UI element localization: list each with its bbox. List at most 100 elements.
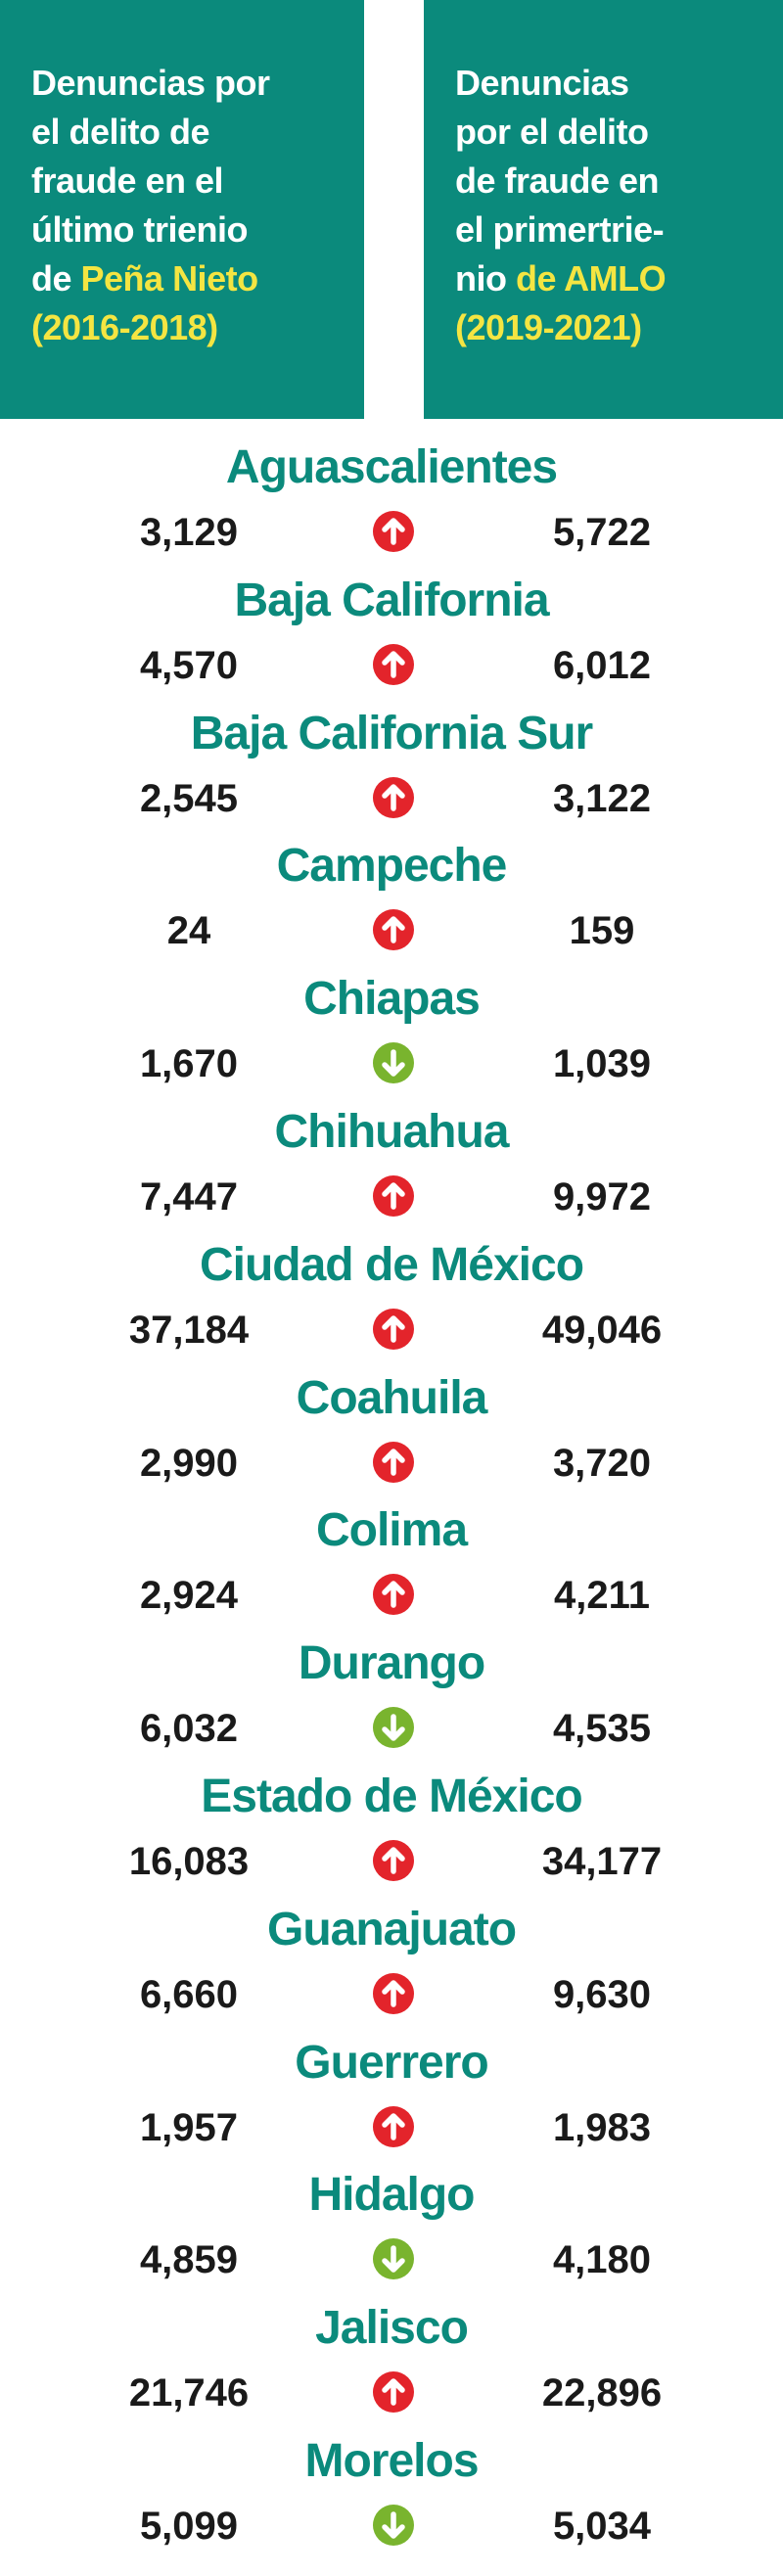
- state-name: Guanajuato: [266, 1903, 517, 1955]
- header-line: fraude en el: [31, 157, 364, 206]
- trend-icon: [373, 2105, 414, 2147]
- trend-arrow: [382, 2511, 405, 2539]
- state-name: Jalisco: [315, 2302, 469, 2355]
- after-value: 4,180: [552, 2238, 652, 2282]
- trend-arrow: [382, 651, 405, 678]
- header-line: (2016-2018): [31, 303, 364, 352]
- header-line: Denuncias: [455, 59, 783, 108]
- header-text: (2016-2018): [31, 307, 218, 347]
- trend-icon: [373, 909, 414, 951]
- state-name: Campeche: [276, 840, 508, 893]
- trend-arrow: [382, 518, 405, 545]
- header-line: último trienio: [31, 206, 364, 254]
- trend-icon: [373, 511, 414, 552]
- trend-icon: [373, 776, 414, 818]
- trend-icon: [373, 1175, 414, 1217]
- before-value: 6,660: [139, 1972, 239, 2016]
- trend-arrow: [382, 2378, 405, 2406]
- row: Coahuila 2,990 3,720: [0, 1369, 783, 1502]
- header-text: fraude en el: [31, 161, 224, 201]
- row: Aguascalientes 3,129 5,722: [0, 438, 783, 572]
- header-text: el delito de: [31, 112, 210, 152]
- header-line: el delito de: [31, 108, 364, 157]
- row: Hidalgo 4,859 4,180: [0, 2166, 783, 2299]
- trend-icon: [373, 1707, 414, 1749]
- before-value: 21,746: [128, 2371, 250, 2415]
- after-value: 4,535: [552, 1707, 652, 1751]
- header-line: de fraude en: [455, 157, 783, 206]
- before-value: 4,570: [139, 643, 239, 687]
- trend-arrow: [382, 1315, 405, 1343]
- trend-icon: [373, 1042, 414, 1084]
- row: Campeche 24 159: [0, 837, 783, 970]
- trend-arrow: [382, 1182, 405, 1210]
- trend-arrow: [382, 2245, 405, 2274]
- after-value: 1,039: [552, 1042, 652, 1086]
- before-value: 2,924: [139, 1574, 239, 1618]
- row: Baja California 4,570 6,012: [0, 572, 783, 705]
- after-value: 6,012: [552, 643, 652, 687]
- before-value: 16,083: [128, 1840, 250, 1883]
- after-value: 49,046: [541, 1308, 663, 1352]
- row: Chiapas 1,670 1,039: [0, 970, 783, 1103]
- header-text: Denuncias por: [31, 63, 270, 103]
- before-value: 24: [166, 909, 211, 953]
- state-name: Hidalgo: [308, 2169, 476, 2222]
- state-name: Baja California: [234, 574, 549, 626]
- after-value: 3,122: [552, 776, 652, 820]
- header-line: de Peña Nieto: [31, 254, 364, 303]
- before-value: 1,670: [139, 1042, 239, 1086]
- header-text: de: [31, 258, 81, 299]
- state-name: Ciudad de México: [199, 1238, 584, 1291]
- state-name: Estado de México: [201, 1771, 582, 1822]
- before-value: 7,447: [139, 1175, 239, 1219]
- state-name: Aguascalientes: [225, 441, 558, 493]
- trend-icon: [373, 1840, 414, 1881]
- row: Guanajuato 6,660 9,630: [0, 1901, 783, 2034]
- trend-icon: [373, 2505, 414, 2546]
- header-left: Denuncias por el delito de fraude en el últ…: [0, 0, 364, 419]
- header-text: por el delito: [455, 112, 649, 152]
- after-value: 9,972: [552, 1175, 652, 1219]
- state-name: Chihuahua: [274, 1106, 510, 1158]
- header-line: por el delito: [455, 108, 783, 157]
- header-text: de fraude en: [455, 161, 660, 201]
- trend-arrow: [382, 1049, 405, 1077]
- row: Chihuahua 7,447 9,972: [0, 1103, 783, 1236]
- after-value: 5,722: [552, 511, 652, 554]
- header-text: Denuncias: [455, 63, 629, 103]
- header-text: el primertrie-: [455, 209, 665, 250]
- state-name: Baja California Sur: [190, 707, 593, 759]
- trend-arrow: [382, 1980, 405, 2007]
- header-text: Peña Nieto: [80, 258, 259, 299]
- after-value: 22,896: [541, 2371, 663, 2415]
- row: Colima 2,924 4,211: [0, 1501, 783, 1634]
- state-name: Morelos: [304, 2435, 479, 2487]
- after-value: 3,720: [552, 1441, 652, 1485]
- after-value: 9,630: [552, 1972, 652, 2016]
- state-name: Colima: [315, 1504, 468, 1557]
- header-text: nio: [455, 258, 516, 299]
- after-value: 1,983: [552, 2105, 652, 2149]
- trend-icon: [373, 1308, 414, 1350]
- before-value: 2,990: [139, 1441, 239, 1485]
- before-value: 37,184: [128, 1308, 250, 1352]
- trend-icon: [373, 1574, 414, 1616]
- trend-arrow: [382, 1581, 405, 1609]
- header-text: (2019-2021): [455, 307, 642, 347]
- header-line: nio de AMLO: [455, 254, 783, 303]
- state-name: Durango: [298, 1637, 485, 1690]
- trend-icon: [373, 2371, 414, 2414]
- after-value: 4,211: [554, 1574, 650, 1618]
- trend-arrow: [382, 1714, 405, 1741]
- state-name: Guerrero: [295, 2036, 488, 2089]
- header-text: de AMLO: [515, 258, 667, 299]
- header-line: Denuncias por: [31, 59, 364, 108]
- row: Guerrero 1,957 1,983: [0, 2034, 783, 2167]
- before-value: 4,859: [139, 2238, 239, 2282]
- after-value: 159: [569, 909, 635, 953]
- trend-icon: [373, 643, 414, 685]
- header-text: último trienio: [31, 209, 249, 250]
- header-right: Denuncias por el delito de fraude en el pri…: [424, 0, 783, 419]
